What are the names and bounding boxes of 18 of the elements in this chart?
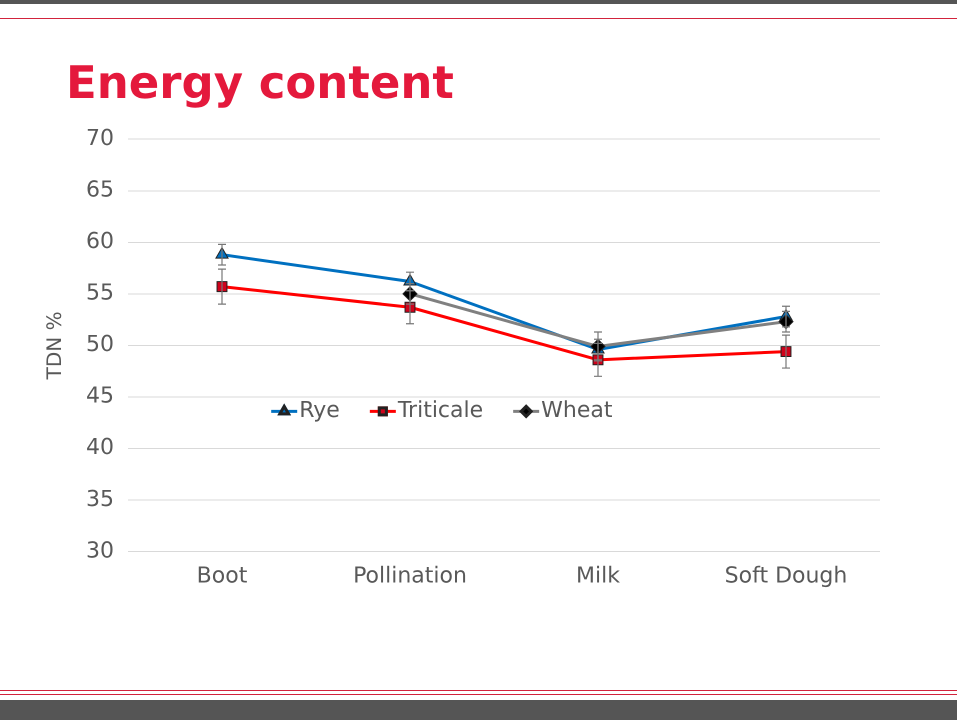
y-tick-label: 40 [86, 435, 114, 460]
legend-label: Triticale [396, 398, 484, 424]
legend-label: Rye [299, 398, 340, 424]
y-axis-title: TDN % [42, 311, 66, 380]
y-tick-label: 55 [86, 280, 114, 306]
y-tick-label: 65 [86, 177, 114, 202]
x-tick-label: Milk [576, 564, 620, 589]
y-tick-label: 50 [86, 332, 114, 358]
y-tick-label: 45 [86, 384, 114, 409]
chart-title: Energy content [66, 56, 454, 109]
y-tick-label: 30 [86, 538, 114, 564]
y-tick-label: 60 [86, 229, 114, 254]
x-tick-label: Boot [196, 564, 248, 589]
x-tick-label: Pollination [353, 564, 467, 589]
y-tick-label: 70 [86, 126, 114, 151]
legend-label: Wheat [541, 398, 613, 424]
x-tick-label: Soft Dough [724, 564, 848, 589]
y-tick-label: 35 [86, 486, 114, 512]
